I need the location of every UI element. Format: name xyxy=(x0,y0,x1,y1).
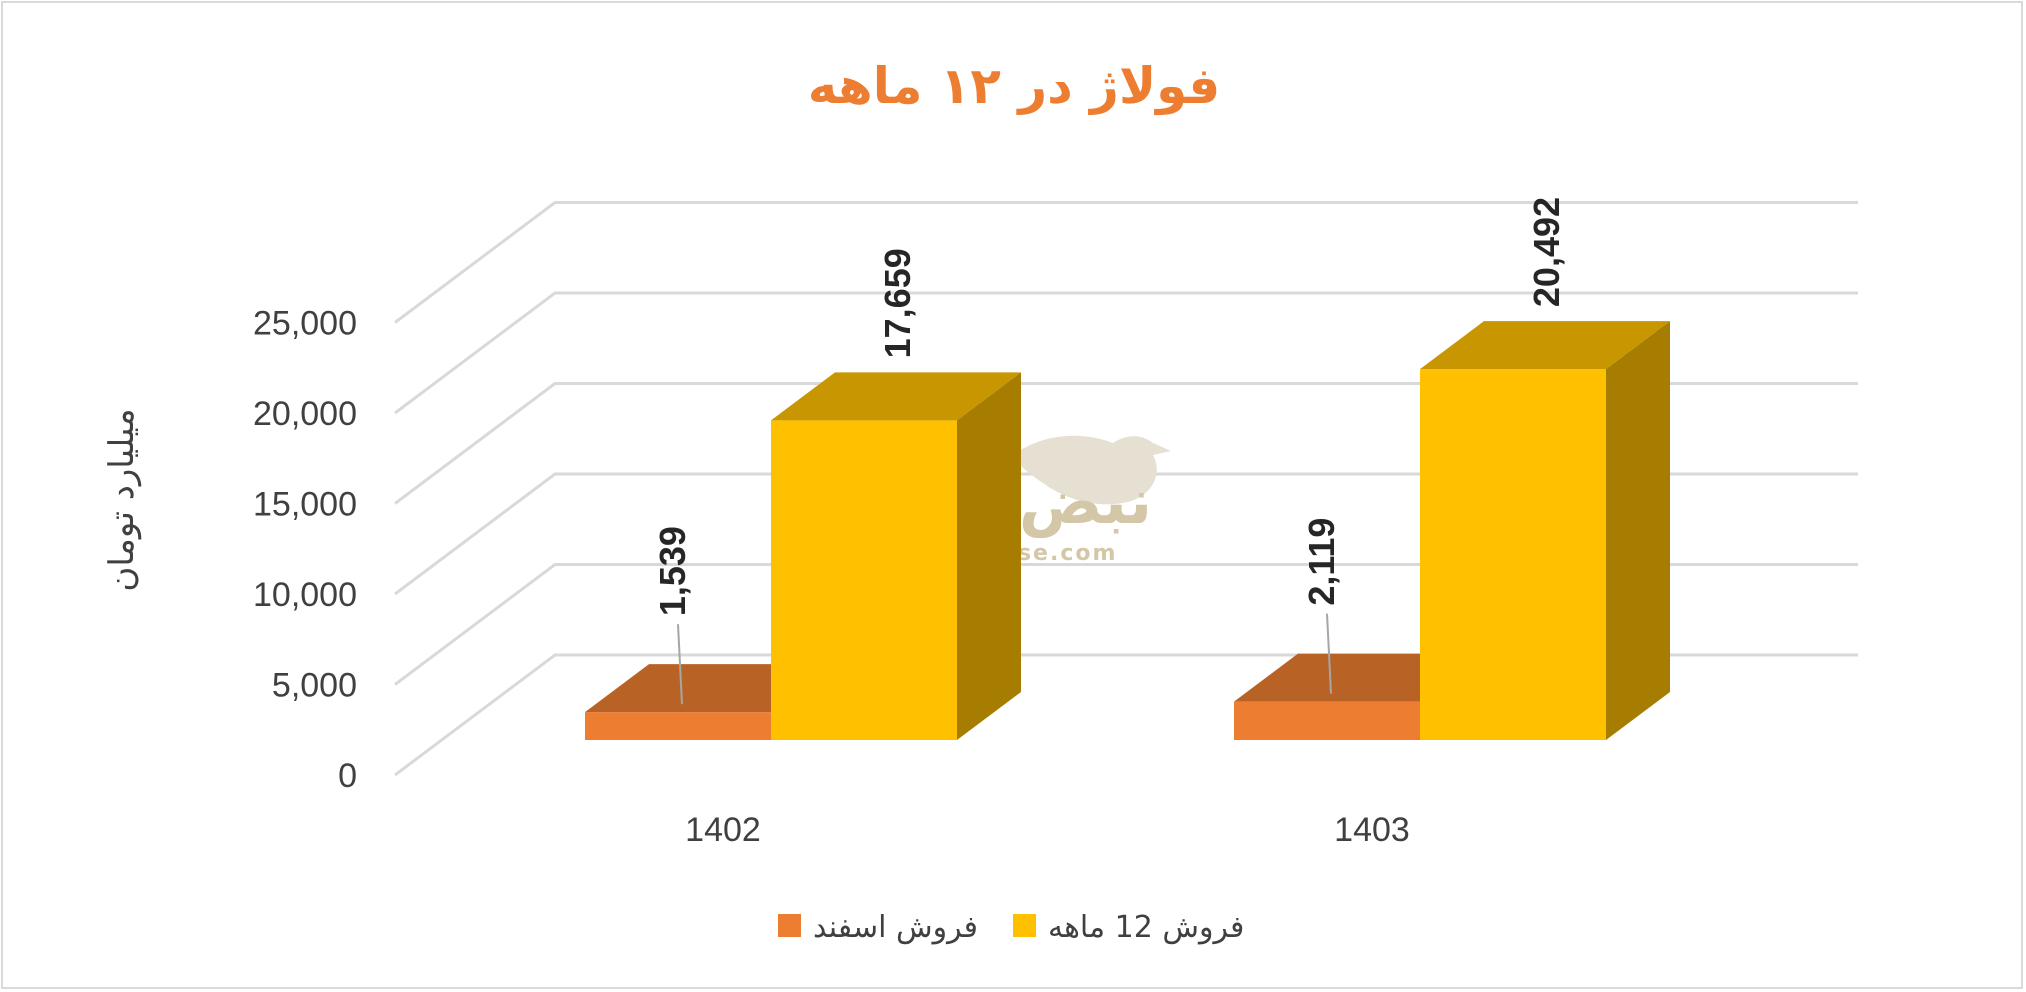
y-tick-label: 20,000 xyxy=(253,395,357,433)
gridline xyxy=(394,201,1858,324)
bars xyxy=(585,321,1670,740)
legend: فروش 12 ماهه فروش اسفند xyxy=(778,910,1244,945)
leader-line xyxy=(1326,613,1332,694)
bar-side xyxy=(1606,321,1670,740)
data-labels: 1,539 17,659 2,119 20,492 xyxy=(652,197,1567,705)
y-tick-label: 25,000 xyxy=(253,305,357,343)
data-label: 17,659 xyxy=(877,248,918,358)
y-tick-label: 10,000 xyxy=(253,576,357,614)
data-label: 1,539 xyxy=(652,526,693,616)
y-tick-label: 5,000 xyxy=(272,667,357,705)
y-tick-label: 0 xyxy=(338,757,357,795)
legend-swatch-0 xyxy=(778,914,801,937)
bar-front xyxy=(1420,369,1606,740)
chart-title: فولاژ در ۱۲ ماهه xyxy=(808,57,1221,116)
bull-logo-icon xyxy=(1013,435,1171,505)
bar-front xyxy=(1234,701,1420,740)
category-label: 1403 xyxy=(1334,811,1410,849)
y-axis-title: میلیارد تومان xyxy=(102,408,142,591)
gridline xyxy=(394,291,1858,415)
legend-label-1: فروش 12 ماهه xyxy=(1048,910,1244,945)
bar-front xyxy=(585,712,771,740)
leader-line xyxy=(677,624,683,705)
x-axis: 1402 1403 xyxy=(685,811,1410,849)
bar-front xyxy=(771,420,957,740)
bar-top xyxy=(1420,321,1670,370)
chart-svg: نبض بورس nabzebourse.com 1,53917,6592,11… xyxy=(102,57,1858,945)
data-label: 2,119 xyxy=(1301,518,1342,606)
y-axis: 0 5,000 10,000 15,000 20,000 25,000 xyxy=(253,305,357,796)
bar-side xyxy=(957,372,1021,740)
bar-top xyxy=(771,372,1021,421)
data-label: 20,492 xyxy=(1526,197,1567,307)
category-label: 1402 xyxy=(685,811,761,849)
legend-label-0: فروش اسفند xyxy=(813,910,978,945)
legend-swatch-1 xyxy=(1013,914,1036,937)
y-tick-label: 15,000 xyxy=(253,486,357,524)
